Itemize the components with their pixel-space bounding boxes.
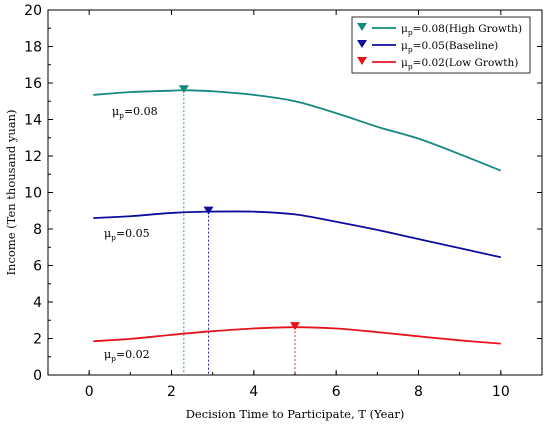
series-1 — [93, 85, 502, 375]
optimum-marker — [290, 322, 300, 331]
x-tick-label: 8 — [414, 384, 423, 400]
legend-entry: μp=0.02(Low Growth) — [357, 57, 518, 71]
series-annotation-subscript: p — [119, 111, 124, 120]
y-tick-label: 14 — [24, 113, 42, 129]
x-tick-label: 10 — [492, 384, 510, 400]
y-tick-label: 4 — [33, 295, 42, 311]
series-line — [93, 89, 502, 172]
series-annotation-symbol: μ — [104, 227, 111, 240]
legend-label: μp=0.02(Low Growth) — [401, 57, 518, 71]
y-tick-label: 2 — [33, 332, 42, 348]
series-annotation: μp=0.02 — [104, 348, 150, 363]
legend-label-subscript: p — [408, 62, 413, 71]
legend-label-subscript: p — [408, 28, 413, 37]
series-2 — [93, 206, 502, 375]
legend-label: μp=0.05(Baseline) — [401, 40, 498, 54]
legend-label-symbol: μ — [401, 57, 408, 69]
series-annotation-value: =0.02 — [116, 348, 150, 361]
legend-entry: μp=0.08(High Growth) — [357, 23, 522, 37]
legend-marker — [357, 57, 367, 65]
x-tick-label: 0 — [85, 384, 94, 400]
legend-label-symbol: μ — [401, 23, 408, 35]
y-tick-label: 18 — [24, 40, 42, 56]
optimum-marker — [203, 206, 214, 215]
y-tick-label: 20 — [24, 3, 42, 19]
legend-label-subscript: p — [408, 45, 413, 54]
series-annotation-symbol: μ — [104, 348, 111, 361]
legend-label: μp=0.08(High Growth) — [401, 23, 522, 37]
legend-label-value: =0.08(High Growth) — [413, 23, 522, 35]
y-tick-label: 0 — [33, 368, 42, 384]
series-annotation-value: =0.08 — [124, 105, 158, 118]
series-3 — [93, 322, 501, 375]
x-axis: 0 2 4 6 8 10 — [47, 10, 543, 400]
legend: μp=0.08(High Growth)μp=0.05(Baseline)μp=… — [351, 16, 531, 74]
series-annotation: μp=0.08 — [112, 105, 158, 120]
series-annotation: μp=0.05 — [104, 227, 150, 242]
legend-marker — [357, 23, 367, 31]
x-tick-label: 4 — [249, 384, 258, 400]
series-line — [93, 210, 502, 259]
legend-label-value: =0.05(Baseline) — [413, 40, 499, 52]
y-tick-label: 6 — [33, 259, 42, 275]
y-axis: 0 2 4 6 8 10 12 14 16 18 20 — [24, 3, 542, 384]
y-tick-label: 10 — [24, 186, 42, 202]
y-tick-label: 8 — [33, 222, 42, 238]
series-layer — [93, 85, 502, 375]
series-annotation-subscript: p — [111, 354, 116, 363]
y-tick-label: 16 — [24, 76, 42, 92]
legend-label-value: =0.02(Low Growth) — [413, 57, 519, 69]
legend-label-symbol: μ — [401, 40, 408, 52]
optimum-marker — [178, 85, 189, 94]
legend-marker — [357, 40, 367, 48]
x-tick-label: 6 — [332, 384, 341, 400]
x-tick-label: 2 — [167, 384, 176, 400]
series-annotation-subscript: p — [111, 233, 116, 242]
x-axis-title: Decision Time to Participate, T (Year) — [186, 407, 405, 421]
legend-entry: μp=0.05(Baseline) — [357, 40, 498, 54]
y-axis-title: Income (Ten thousand yuan) — [4, 109, 18, 275]
series-annotation-symbol: μ — [112, 105, 119, 118]
y-tick-label: 12 — [24, 149, 42, 165]
series-line — [93, 326, 501, 345]
series-annotation-value: =0.05 — [116, 227, 150, 240]
